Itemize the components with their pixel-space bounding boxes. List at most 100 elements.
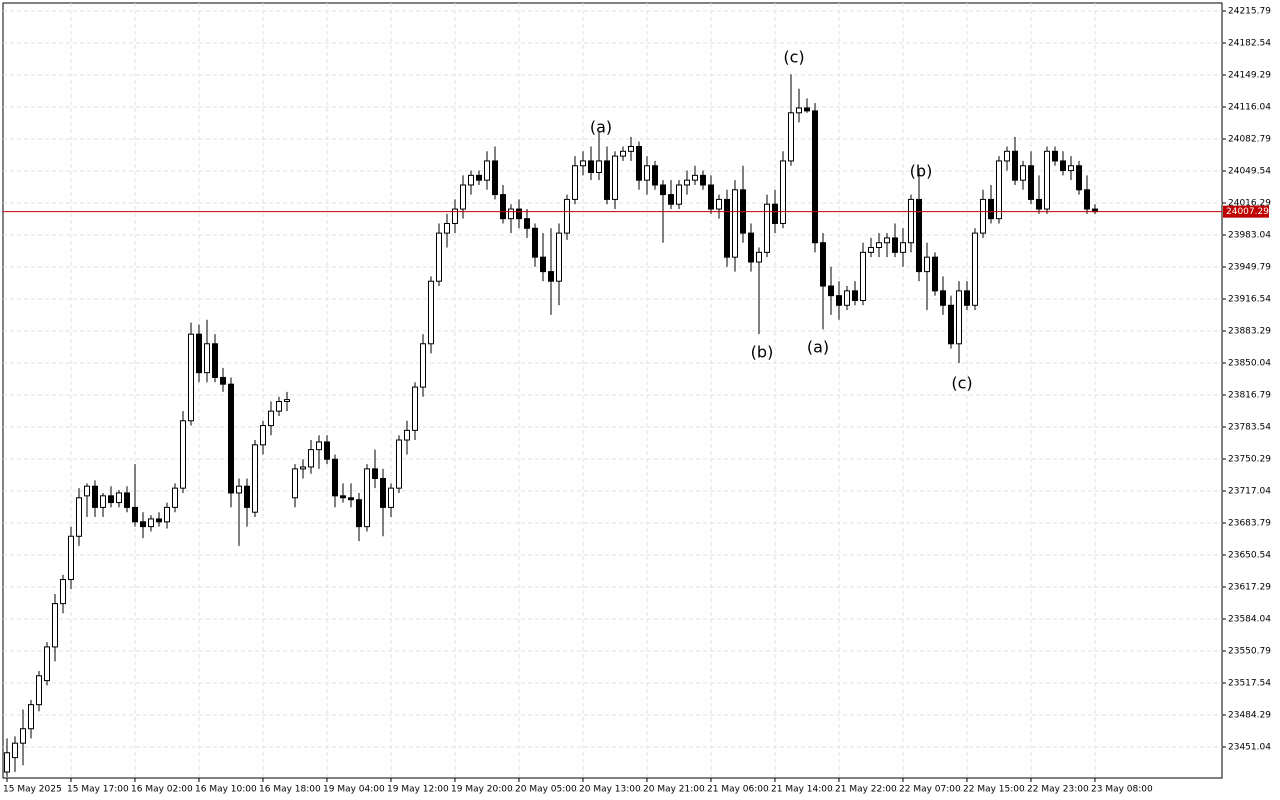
candle-body (44, 646, 50, 682)
candle-body (300, 466, 306, 470)
candle-body (1020, 165, 1026, 181)
y-tick-label: 23949.79 (1228, 262, 1271, 272)
candle-body (92, 485, 98, 508)
candle-body (1036, 198, 1042, 210)
candle-body (1076, 165, 1082, 191)
candle-body (492, 160, 498, 196)
candle-body (964, 290, 970, 306)
candle-body (244, 485, 250, 508)
candle-body (812, 110, 818, 244)
y-tick-label: 23916.54 (1228, 294, 1271, 304)
candle-body (924, 256, 930, 273)
y-tick-label: 23717.04 (1228, 486, 1271, 496)
candle-body (276, 401, 282, 412)
wave-label: (c) (783, 48, 804, 67)
x-tick-label: 19 May 12:00 (387, 785, 449, 795)
candle-body (860, 251, 866, 301)
candle-body (724, 198, 730, 258)
y-tick-label: 23584.04 (1228, 614, 1271, 624)
candle-body (28, 704, 34, 730)
candle-body (284, 399, 290, 403)
candle-body (572, 165, 578, 200)
candle-body (836, 295, 842, 306)
candle-body (828, 285, 834, 297)
candle-body (1044, 150, 1050, 210)
candle-body (628, 145, 634, 152)
candle-body (60, 579, 66, 605)
candle-body (548, 271, 554, 282)
x-tick-label: 20 May 21:00 (643, 785, 705, 795)
candle-body (988, 198, 994, 220)
candle-body (772, 203, 778, 224)
x-tick-label: 22 May 07:00 (899, 785, 961, 795)
candle-body (1012, 150, 1018, 181)
candle-body (332, 458, 338, 497)
candle-body (452, 208, 458, 224)
candle-body (108, 495, 114, 504)
x-tick-label: 20 May 13:00 (579, 785, 641, 795)
candle-body (68, 535, 74, 581)
candle-body (172, 487, 178, 508)
candle-body (604, 160, 610, 200)
candle-body (268, 410, 274, 427)
candle-body (660, 184, 666, 196)
candle-body (820, 242, 826, 287)
candle-body (156, 518, 162, 523)
candle-body (468, 174, 474, 186)
candle-body (444, 222, 450, 234)
candle-body (1004, 150, 1010, 162)
candle-body (188, 333, 194, 422)
x-tick-label: 21 May 14:00 (771, 785, 833, 795)
candle-body (652, 165, 658, 186)
candle-body (348, 497, 354, 501)
candle-body (140, 521, 146, 528)
y-tick-label: 23883.29 (1228, 326, 1271, 336)
x-tick-label: 23 May 08:00 (1091, 785, 1153, 795)
y-tick-label: 23550.79 (1228, 646, 1271, 656)
y-tick-label: 23517.54 (1228, 678, 1271, 688)
candle-body (372, 468, 378, 480)
x-tick-label: 15 May 17:00 (67, 785, 129, 795)
candle-body (36, 675, 42, 706)
candle-body (716, 198, 722, 210)
candle-body (404, 429, 410, 441)
candle-body (876, 242, 882, 249)
candle-body (940, 290, 946, 306)
candle-body (588, 160, 594, 173)
candle-body (356, 499, 362, 528)
candle-body (380, 478, 386, 508)
candle-body (1052, 150, 1058, 162)
candle-body (84, 485, 90, 497)
y-tick-label: 23650.54 (1228, 550, 1271, 560)
wave-label: (a) (807, 338, 829, 357)
y-tick-label: 24016.29 (1228, 198, 1271, 208)
candle-body (804, 107, 810, 112)
candle-body (556, 232, 562, 282)
y-tick-label: 24149.29 (1228, 70, 1271, 80)
candle-body (100, 495, 106, 508)
candle-body (148, 518, 154, 528)
x-tick-label: 19 May 20:00 (451, 785, 513, 795)
candle-body (228, 383, 234, 494)
plot-frame (2, 2, 1223, 779)
candle-body (12, 742, 18, 759)
candle-body (676, 184, 682, 205)
candle-body (916, 198, 922, 273)
price-label: 24007.29 (1226, 207, 1269, 217)
candle-body (636, 145, 642, 181)
candle-body (340, 495, 346, 499)
candle-body (708, 184, 714, 210)
candle-body (324, 441, 330, 460)
candle-body (308, 449, 314, 468)
candle-body (1068, 165, 1074, 172)
candle-body (780, 160, 786, 224)
x-tick-label: 22 May 15:00 (963, 785, 1025, 795)
candle-body (436, 232, 442, 282)
candle-body (644, 165, 650, 181)
candle-body (524, 218, 530, 229)
y-tick-label: 24116.04 (1228, 102, 1271, 112)
candle-body (212, 343, 218, 378)
x-tick-label: 16 May 10:00 (195, 785, 257, 795)
x-tick-label: 16 May 18:00 (259, 785, 321, 795)
candle-body (748, 232, 754, 263)
